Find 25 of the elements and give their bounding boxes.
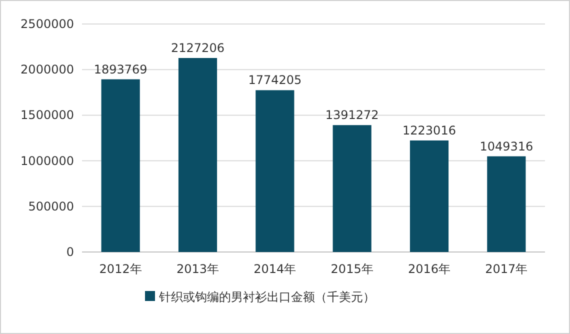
data-label: 1893769 [94, 62, 148, 76]
x-tick-label: 2013年 [176, 262, 220, 276]
bar [256, 90, 294, 252]
y-tick-label: 0 [66, 245, 74, 259]
bar [487, 156, 526, 252]
x-tick-label: 2017年 [485, 262, 528, 276]
y-tick-label: 2500000 [20, 17, 74, 31]
bar [410, 140, 449, 252]
data-label: 1391272 [325, 108, 379, 122]
x-tick-label: 2015年 [330, 262, 374, 276]
y-tick-label: 1000000 [20, 154, 74, 168]
x-tick-label: 2012年 [99, 262, 142, 276]
data-label: 2127206 [171, 41, 224, 55]
data-label: 1223016 [402, 123, 456, 138]
data-label: 1049316 [480, 139, 534, 154]
y-tick-label: 1500000 [20, 108, 74, 122]
y-tick-label: 2000000 [20, 62, 74, 77]
data-label: 1774205 [248, 73, 302, 88]
bar [101, 79, 140, 252]
x-tick-label: 2014年 [254, 262, 296, 276]
y-tick-label: 500000 [28, 199, 74, 214]
x-tick-label: 2016年 [408, 262, 451, 276]
bar [178, 58, 218, 252]
legend: 针织或钩编的男衬衫出口金额（千美元） [145, 290, 375, 304]
bar [332, 125, 372, 252]
